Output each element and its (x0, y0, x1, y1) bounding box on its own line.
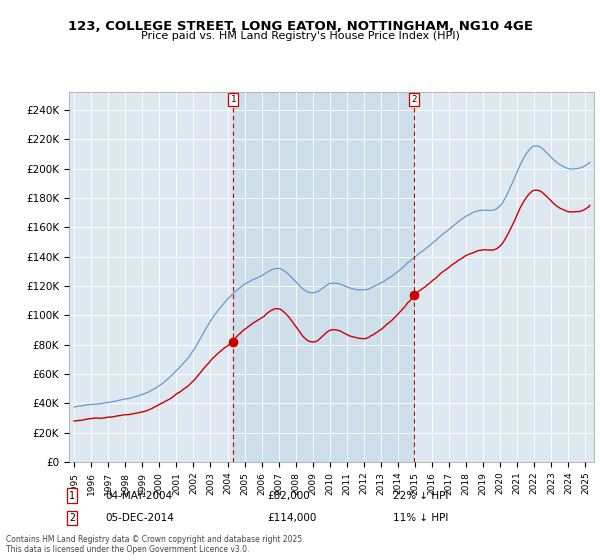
Text: 123, COLLEGE STREET, LONG EATON, NOTTINGHAM, NG10 4GE: 123, COLLEGE STREET, LONG EATON, NOTTING… (67, 20, 533, 32)
Text: 2: 2 (69, 513, 75, 523)
Text: 04-MAY-2004: 04-MAY-2004 (105, 491, 172, 501)
Text: 1: 1 (69, 491, 75, 501)
Bar (233, 92, 413, 462)
Text: 2: 2 (411, 95, 416, 104)
Text: 22% ↓ HPI: 22% ↓ HPI (393, 491, 448, 501)
Text: 05-DEC-2014: 05-DEC-2014 (105, 513, 174, 523)
Text: 11% ↓ HPI: 11% ↓ HPI (393, 513, 448, 523)
Text: 1: 1 (230, 95, 236, 104)
Text: £114,000: £114,000 (267, 513, 316, 523)
Text: Contains HM Land Registry data © Crown copyright and database right 2025.
This d: Contains HM Land Registry data © Crown c… (6, 535, 305, 554)
Text: Price paid vs. HM Land Registry's House Price Index (HPI): Price paid vs. HM Land Registry's House … (140, 31, 460, 41)
Text: £82,000: £82,000 (267, 491, 310, 501)
